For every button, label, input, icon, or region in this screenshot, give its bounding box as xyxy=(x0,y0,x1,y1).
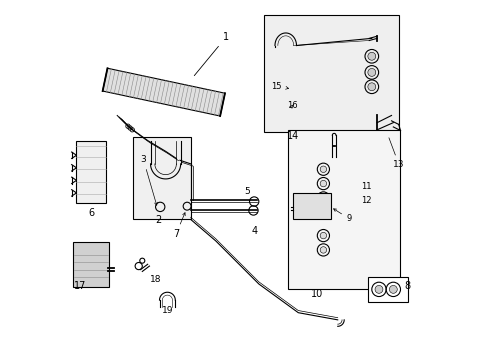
Text: 11: 11 xyxy=(360,182,371,191)
Circle shape xyxy=(320,166,326,172)
Circle shape xyxy=(320,247,326,253)
Text: 6: 6 xyxy=(88,208,95,218)
Text: 4: 4 xyxy=(251,226,257,236)
Text: 7: 7 xyxy=(172,213,185,239)
Bar xyxy=(287,130,400,289)
Circle shape xyxy=(374,285,382,293)
Circle shape xyxy=(320,180,326,187)
Bar xyxy=(76,140,106,203)
Circle shape xyxy=(367,83,375,91)
Text: 14: 14 xyxy=(286,131,299,141)
Text: 16: 16 xyxy=(286,101,297,110)
Bar xyxy=(367,277,407,302)
Text: 19: 19 xyxy=(162,306,173,315)
Bar xyxy=(264,15,398,132)
FancyBboxPatch shape xyxy=(102,68,224,116)
Text: 12: 12 xyxy=(360,196,371,205)
Text: 8: 8 xyxy=(403,282,409,291)
FancyBboxPatch shape xyxy=(73,242,109,287)
Circle shape xyxy=(367,68,375,76)
Circle shape xyxy=(320,195,326,201)
Circle shape xyxy=(388,285,396,293)
Text: 13: 13 xyxy=(388,138,404,170)
Circle shape xyxy=(367,52,375,60)
Bar xyxy=(292,193,330,220)
Text: 2: 2 xyxy=(155,215,161,225)
Text: 18: 18 xyxy=(149,275,161,284)
Bar xyxy=(133,137,190,220)
Text: 10: 10 xyxy=(310,289,323,298)
Text: 3: 3 xyxy=(140,155,157,205)
Circle shape xyxy=(320,232,326,239)
Text: 17: 17 xyxy=(74,282,86,291)
Text: 5: 5 xyxy=(244,187,250,196)
Text: 1: 1 xyxy=(194,32,229,76)
Text: 15: 15 xyxy=(271,82,288,91)
Text: 9: 9 xyxy=(333,209,351,223)
